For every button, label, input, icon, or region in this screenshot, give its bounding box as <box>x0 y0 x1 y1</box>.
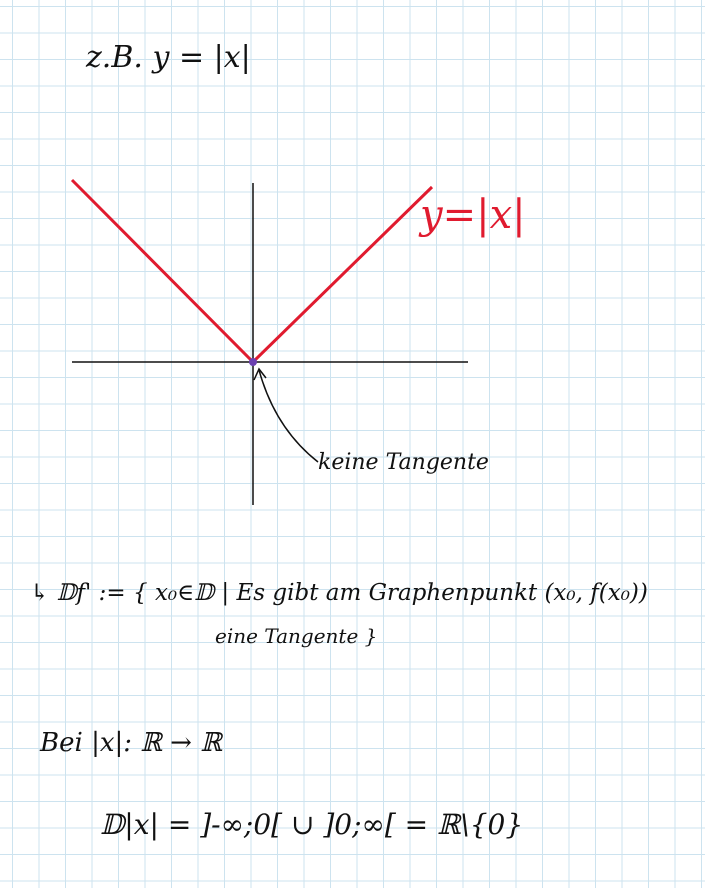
corner-point <box>249 358 257 366</box>
definition-line: eine Tangente } <box>215 624 378 648</box>
annotation: keine Tangente <box>318 450 489 475</box>
example-heading: z.B. y = |x| <box>86 40 251 75</box>
curve-label: y=|x| <box>420 192 526 238</box>
definition-line: ↳ 𝔻f' := { x₀∈𝔻 | Es gibt am Graphenpunk… <box>30 580 648 606</box>
annotation-arrow <box>258 369 319 463</box>
mapping: Bei |x|: ℝ → ℝ <box>40 728 222 758</box>
abs-curve <box>70 178 434 365</box>
arrow-head <box>253 367 267 381</box>
domain: 𝔻|x| = ]-∞;0[ ∪ ]0;∞[ = ℝ\{0} <box>100 808 524 841</box>
